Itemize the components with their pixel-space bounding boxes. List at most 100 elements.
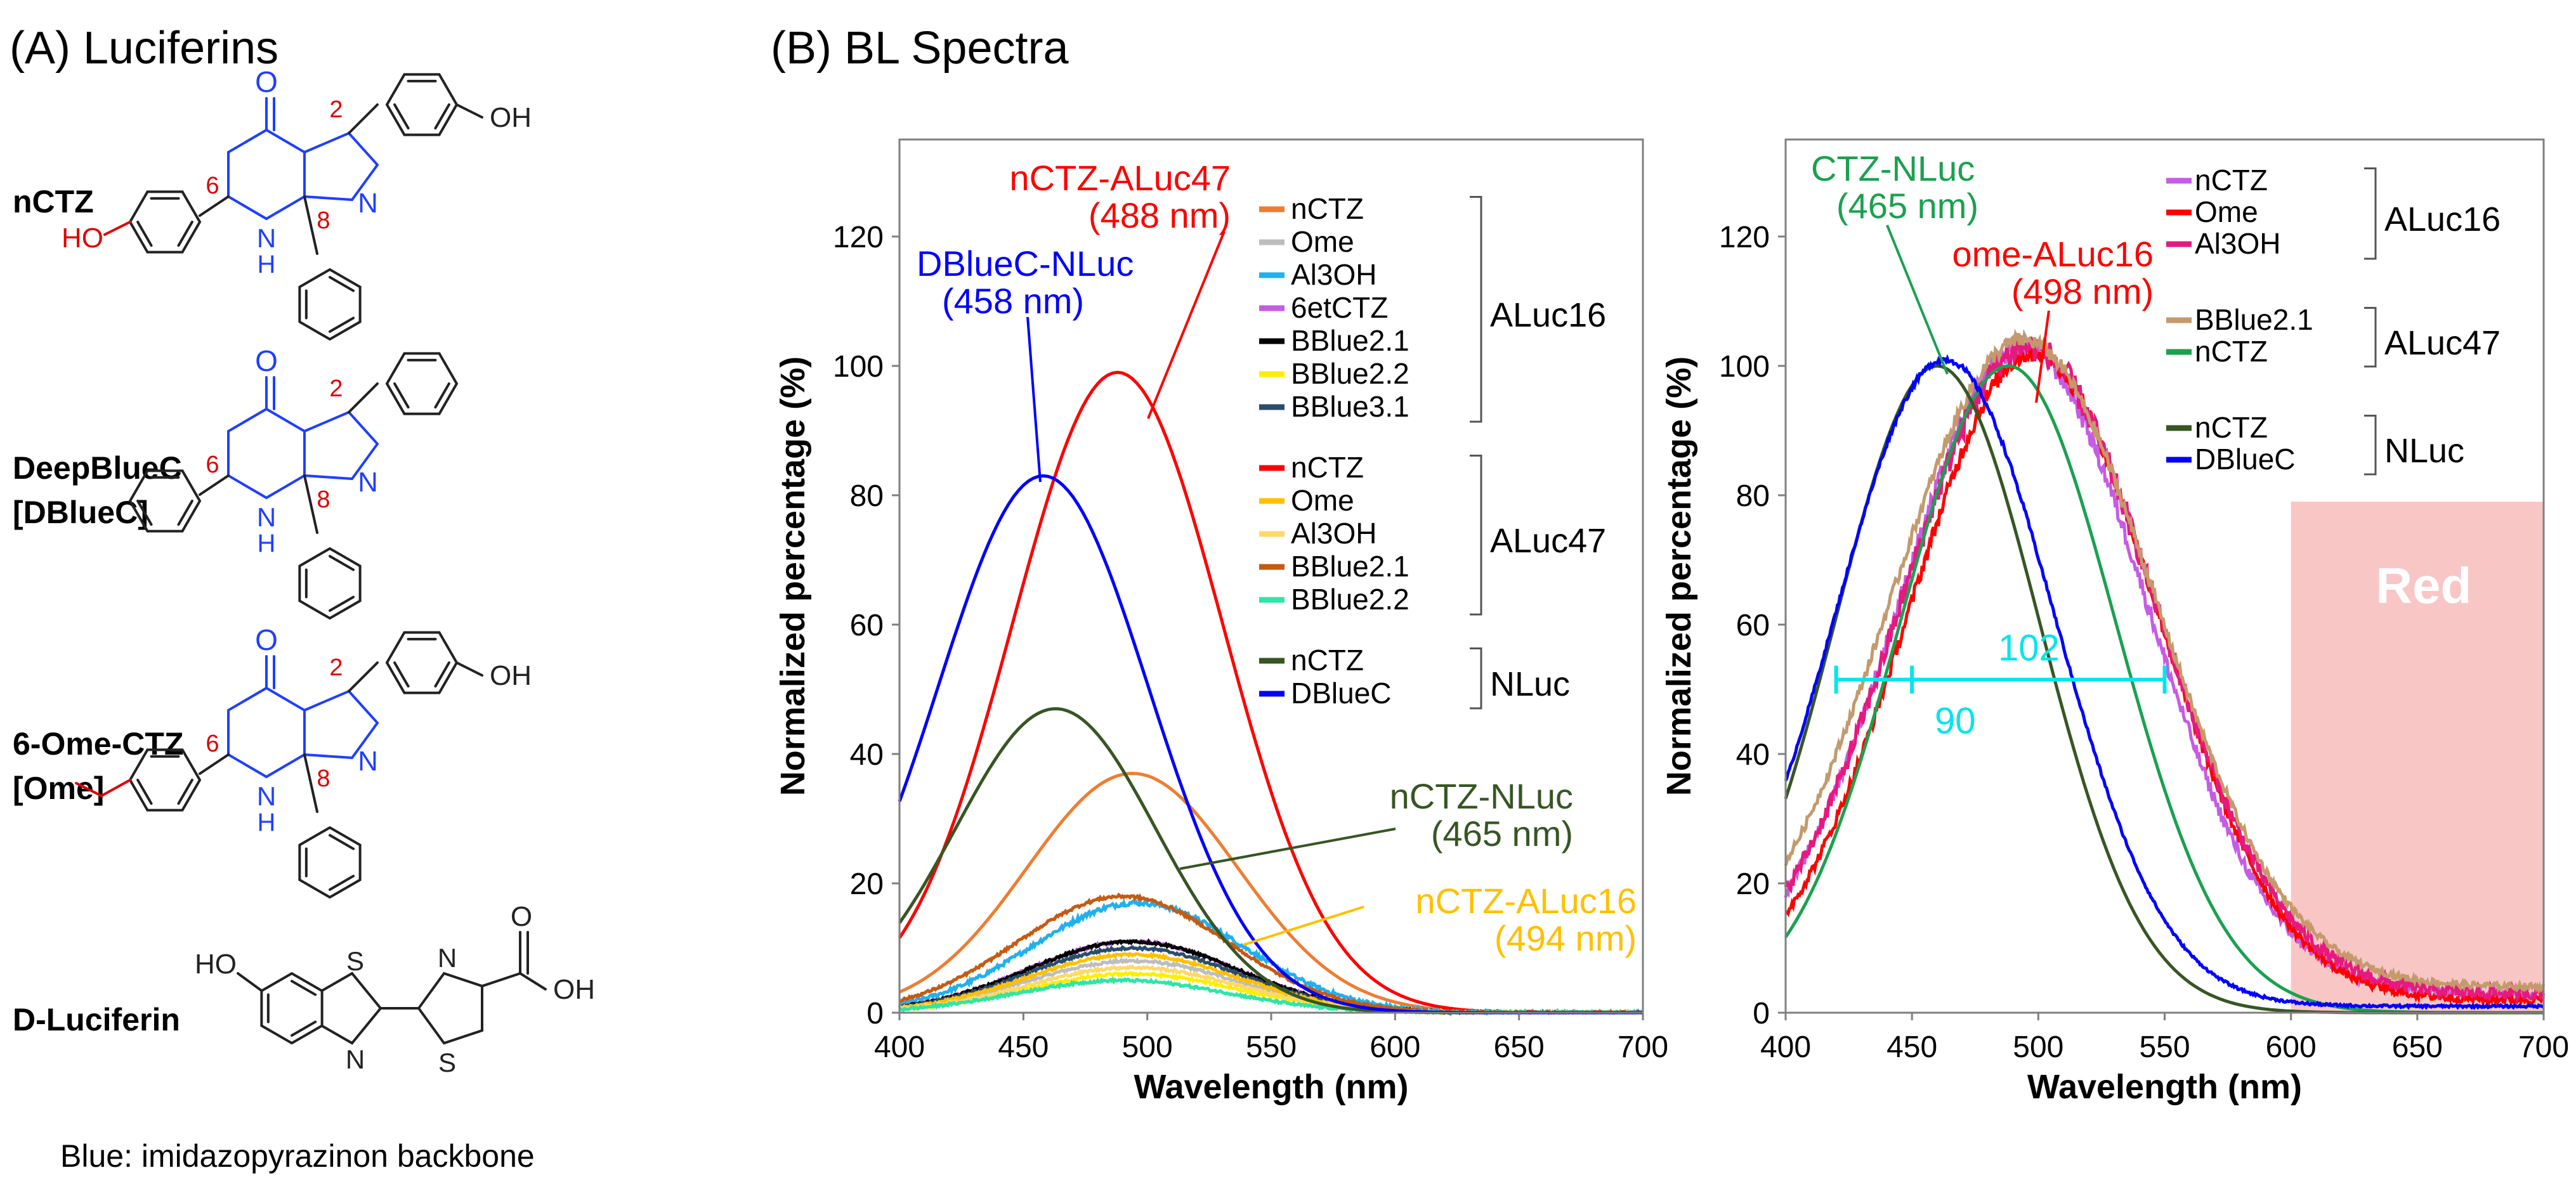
sulfur-label-2: S (438, 1048, 456, 1077)
y-axis-label: Normalized percentage (%) (1660, 356, 1698, 796)
position-6-label: 6 (206, 731, 219, 757)
annotation-leader (2035, 310, 2050, 403)
legend-entry: Ome (1291, 484, 1354, 517)
position-8-label: 8 (317, 765, 330, 792)
ring-double-bond (329, 276, 355, 292)
ring-double-bond (329, 316, 355, 333)
annotation-leader (1886, 224, 1949, 375)
phenyl-ring-2 (385, 73, 459, 136)
ring-double-bond (329, 595, 355, 612)
legend-entry: Al3OH (1291, 258, 1376, 291)
y-tick-label: 60 (1736, 609, 1770, 642)
bond (303, 753, 318, 813)
legend-entry: nCTZ (2195, 335, 2268, 368)
y-tick-label: 100 (1719, 350, 1770, 384)
x-tick-label: 400 (874, 1030, 925, 1064)
series-line-bblue2-1-aluc47 (1784, 328, 2546, 995)
ring-double-bond (393, 661, 410, 688)
legend-entry: BBlue2.2 (1291, 357, 1409, 390)
red-region (2291, 502, 2544, 1013)
legend-entry: BBlue2.1 (1291, 324, 1409, 357)
legend-entry: DBlueC (1291, 677, 1392, 710)
phenyl-ring-6 (128, 190, 202, 254)
annotation-leader (1026, 316, 1042, 483)
position-6-label: 6 (206, 452, 219, 478)
bond (199, 474, 230, 496)
x-tick-label: 450 (1886, 1030, 1937, 1064)
legend-bracket (1470, 647, 1482, 710)
ring-double-bond (329, 555, 355, 571)
carboxyl-hydroxyl-label: OH (553, 974, 595, 1005)
hydroxyl-label-6: HO (62, 223, 103, 254)
bond (199, 753, 230, 775)
annotation-label: nCTZ-ALuc47 (1009, 158, 1231, 198)
pyrazine-ring (227, 128, 306, 221)
series-line-ome-aluc16 (1785, 343, 2546, 1008)
x-tick-label: 700 (1618, 1030, 1668, 1064)
y-tick-label: 120 (1719, 221, 1770, 254)
position-2-label: 2 (329, 375, 343, 402)
x-tick-label: 700 (2518, 1030, 2569, 1064)
compound-label-nctz: nCTZ (13, 184, 94, 219)
h-label: H (258, 809, 276, 836)
bond (348, 661, 379, 692)
y-axis-label: Normalized percentage (%) (774, 356, 812, 796)
legend-entry: BBlue2.1 (2195, 303, 2313, 336)
bond (303, 474, 318, 534)
ring-double-bond (393, 382, 410, 409)
ring-double-bond (393, 103, 410, 130)
legend-bracket (2364, 307, 2377, 368)
legend-entry: Al3OH (1291, 517, 1376, 550)
h-label: H (258, 530, 276, 557)
ring-double-bond (136, 779, 153, 805)
ring-double-bond (434, 103, 450, 130)
position-6-label: 6 (206, 172, 219, 199)
ring-double-bond (434, 661, 450, 688)
nh-label: N (257, 781, 276, 811)
phenyl-ring-8 (298, 826, 362, 899)
legend-group-label: NLuc (1490, 665, 1570, 703)
imidazole-ring (304, 410, 379, 481)
nitrogen-label: N (358, 188, 378, 219)
ring-double-bond (291, 980, 317, 996)
bond (348, 103, 379, 134)
ring-double-bond (177, 500, 193, 526)
x-tick-label: 400 (1760, 1030, 1811, 1064)
legend-entry: BBlue2.2 (1291, 583, 1409, 616)
bond (100, 779, 131, 797)
legend-group-label: ALuc47 (1490, 522, 1606, 560)
y-tick-label: 20 (1736, 867, 1770, 901)
legend-entry: DBlueC (2195, 443, 2296, 476)
phenyl-ring-2 (385, 631, 459, 694)
bond (481, 972, 521, 987)
ring-double-bond (291, 1020, 317, 1037)
legend-group-label: NLuc (2384, 432, 2464, 470)
annotation-value: (465 nm) (1431, 814, 1573, 854)
carboxyl-oxygen-label: O (511, 901, 532, 932)
annotation-label: nCTZ-NLuc (1390, 776, 1573, 816)
backbone-note: Blue: imidazopyrazinon backbone (60, 1138, 535, 1174)
sulfur-label-1: S (346, 946, 364, 976)
x-axis-label: Wavelength (nm) (2027, 1068, 2302, 1106)
legend-entry: BBlue3.1 (1291, 390, 1409, 423)
x-tick-label: 550 (2139, 1030, 2190, 1064)
phenyl-ring-8 (298, 268, 362, 341)
compound-label-d-luciferin: D-Luciferin (13, 1002, 180, 1037)
nitrogen-label-lucif: N (346, 1044, 365, 1074)
position-2-label: 2 (329, 96, 343, 123)
legend-entry: 6etCTZ (1291, 291, 1388, 324)
y-tick-label: 80 (1736, 479, 1770, 513)
compound-label-dbluec: [DBlueC] (13, 495, 148, 530)
y-tick-label: 100 (833, 350, 884, 384)
position-8-label: 8 (317, 486, 330, 513)
bond (455, 103, 483, 119)
bond (237, 972, 263, 992)
phenyl-ring-8 (298, 547, 362, 620)
ring-double-bond (329, 874, 355, 891)
thiazoline-ring (417, 971, 483, 1045)
panel-a-heading: (A) Luciferins (10, 23, 278, 74)
y-tick-label: 40 (850, 738, 884, 772)
y-tick-label: 120 (833, 221, 884, 254)
annotation-value: (498 nm) (2011, 271, 2154, 311)
